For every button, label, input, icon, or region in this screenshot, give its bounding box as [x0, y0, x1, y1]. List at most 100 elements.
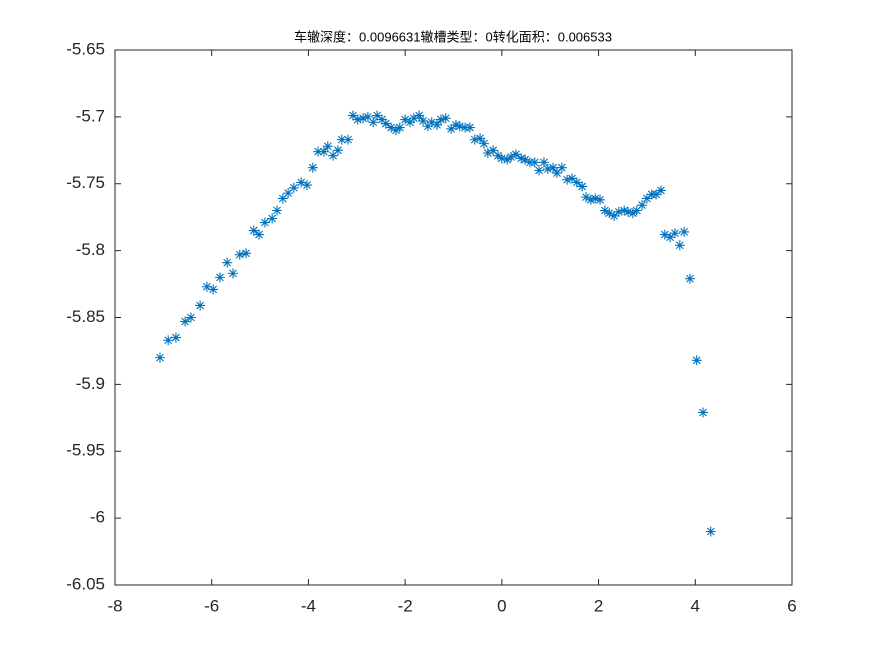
data-point: [542, 164, 553, 175]
data-point: [352, 114, 363, 125]
data-point: [548, 162, 559, 173]
data-point: [595, 194, 606, 205]
data-point: [580, 192, 591, 203]
data-point: [674, 240, 685, 251]
y-tick-label: -5.8: [76, 240, 105, 259]
data-point: [631, 205, 642, 216]
x-tick-label: -4: [301, 596, 316, 615]
data-point: [313, 146, 324, 157]
data-point: [307, 162, 318, 173]
y-tick-label: -5.9: [76, 374, 105, 393]
data-point: [585, 194, 596, 205]
data-point: [566, 173, 577, 184]
data-point: [705, 526, 716, 537]
data-point: [288, 182, 299, 193]
data-point: [469, 134, 480, 145]
x-tick-label: 0: [497, 596, 506, 615]
data-point: [599, 205, 610, 216]
data-point: [380, 118, 391, 129]
y-tick-label: -5.65: [66, 39, 105, 58]
data-point: [446, 123, 457, 134]
data-point: [180, 316, 191, 327]
data-point: [185, 312, 196, 323]
data-point: [432, 119, 443, 130]
data-point: [520, 154, 531, 165]
data-point: [418, 115, 429, 126]
x-tick-label: -2: [398, 596, 413, 615]
data-point: [627, 208, 638, 219]
data-point: [318, 146, 329, 157]
y-tick-label: -6: [90, 508, 105, 527]
data-point: [390, 125, 401, 136]
data-point: [450, 119, 461, 130]
data-point: [343, 134, 354, 145]
data-point: [208, 284, 219, 295]
data-point: [538, 157, 549, 168]
data-point: [604, 208, 615, 219]
data-point: [283, 188, 294, 199]
data-point: [534, 165, 545, 176]
data-point: [328, 150, 339, 161]
y-tick-label: -5.7: [76, 106, 105, 125]
data-point: [241, 248, 252, 259]
data-point: [154, 352, 165, 363]
data-point: [214, 272, 225, 283]
data-point: [248, 225, 259, 236]
data-point: [475, 133, 486, 144]
data-point: [571, 177, 582, 188]
data-point: [609, 210, 620, 221]
data-point: [651, 189, 662, 200]
data-point: [267, 213, 278, 224]
data-point: [296, 177, 307, 188]
x-tick-label: -6: [204, 596, 219, 615]
data-point: [372, 110, 383, 121]
data-point: [556, 162, 567, 173]
data-point: [482, 147, 493, 158]
x-tick-label: 2: [594, 596, 603, 615]
y-tick-label: -5.95: [66, 441, 105, 460]
data-point: [435, 114, 446, 125]
data-point: [301, 180, 312, 191]
data-point: [422, 121, 433, 132]
data-point: [222, 257, 233, 268]
data-point: [254, 229, 265, 240]
data-point: [400, 114, 411, 125]
data-point: [408, 113, 419, 124]
data-point: [659, 229, 670, 240]
data-point: [358, 113, 369, 124]
data-point: [502, 154, 513, 165]
data-point: [195, 300, 206, 311]
data-point: [336, 134, 347, 145]
data-point: [259, 217, 270, 228]
data-point: [691, 355, 702, 366]
data-point: [684, 273, 695, 284]
data-point: [619, 205, 630, 216]
data-point: [332, 145, 343, 156]
data-point: [394, 122, 405, 133]
data-point: [414, 110, 425, 121]
data-point: [227, 268, 238, 279]
y-tick-label: -5.75: [66, 173, 105, 192]
data-point: [201, 281, 212, 292]
data-point: [347, 110, 358, 121]
data-point: [655, 185, 666, 196]
data-point: [368, 117, 379, 128]
data-point: [506, 152, 517, 162]
data-point: [679, 226, 690, 237]
axes-box: [114, 49, 793, 586]
x-tick-label: -8: [107, 596, 122, 615]
data-point: [510, 149, 521, 160]
data-point: [386, 122, 397, 133]
data-point: [488, 145, 499, 156]
data-point: [577, 181, 588, 192]
data-point: [376, 114, 387, 125]
data-point: [551, 168, 562, 179]
data-point: [623, 206, 634, 217]
data-point: [562, 174, 573, 185]
chart-title: 车辙深度：0.0096631辙槽类型：0转化面积：0.006533: [294, 29, 612, 44]
data-point: [698, 407, 709, 418]
data-point: [464, 122, 475, 133]
data-point: [478, 138, 489, 149]
data-point: [496, 153, 507, 164]
data-point: [637, 200, 648, 211]
